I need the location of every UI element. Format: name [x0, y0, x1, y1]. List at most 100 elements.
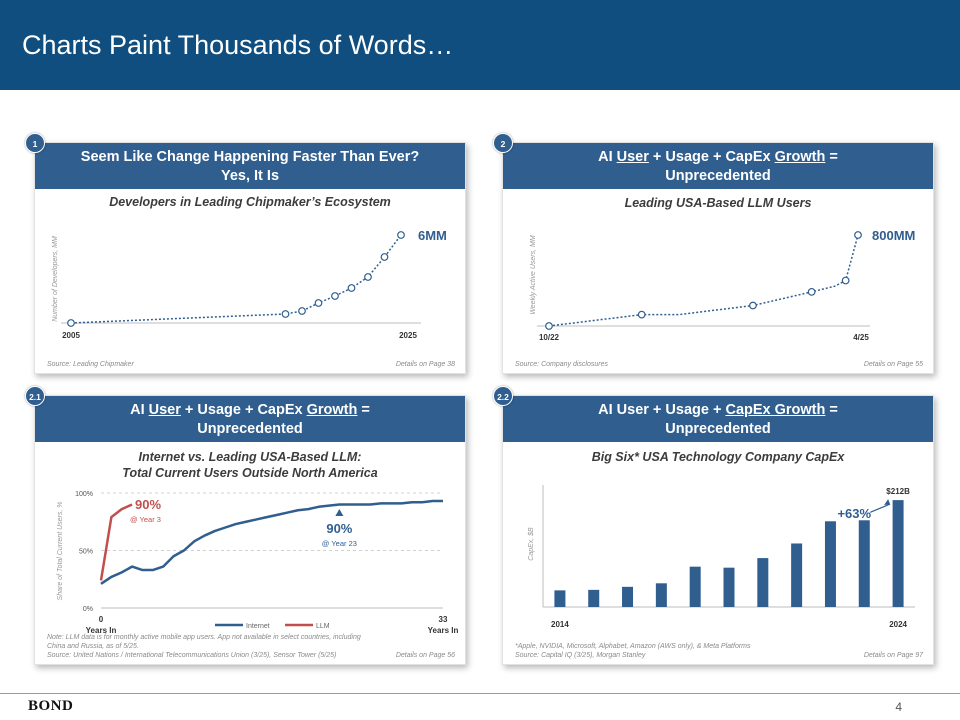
panel-1-source: Source: Leading Chipmaker [47, 361, 134, 368]
developers-chart: Number of Developers, MM 2005 2025 6MM [52, 228, 447, 340]
x-tick-label: 2025 [399, 331, 417, 340]
panel-capex: AI User + Usage + CapEx Growth = Unprece… [502, 395, 934, 665]
data-point [364, 273, 372, 281]
panel-2-details[interactable]: Details on Page 55 [863, 361, 923, 368]
footer-divider [0, 693, 960, 694]
panel-1-subtitle: Developers in Leading Chipmaker’s Ecosys… [109, 195, 391, 209]
capex-bar [723, 567, 735, 607]
internet-series-line [100, 499, 443, 585]
panel-1-title: Seem Like Change Happening Faster Than E… [35, 143, 465, 189]
panel-4-badge: 2.2 [493, 386, 513, 406]
data-point [841, 276, 850, 285]
header-bar: Charts Paint Thousands of Words… [0, 0, 960, 90]
panel-1-details[interactable]: Details on Page 38 [395, 361, 455, 368]
panel-4-source: *Apple, NVIDIA, Microsoft, Alphabet, Ama… [515, 642, 751, 660]
y-tick-label: 100% [75, 491, 93, 498]
bar-value-label: $212B [886, 487, 910, 496]
x-axis-note: Years In [86, 626, 117, 635]
growth-arrow-line [870, 503, 891, 513]
panel-1-title-line2: Yes, It Is [220, 168, 280, 184]
panel-4-source-line: Source: Capital IQ (3/25), Morgan Stanle… [515, 652, 646, 659]
x-tick-label: 2005 [62, 331, 80, 340]
capex-bar [791, 543, 803, 607]
x-tick-label: 4/25 [853, 333, 869, 342]
internet-annotation-arrow [335, 509, 344, 516]
internet-vs-llm-chart: 0% 50% 100% Share of Total Current Users, %… [57, 491, 459, 635]
capex-bar [554, 590, 566, 607]
x-tick-label: 33 [439, 615, 448, 624]
capex-bar [892, 500, 904, 607]
capex-bar [757, 558, 769, 607]
llm-series-line [99, 503, 133, 581]
x-tick-label: 0 [99, 615, 104, 624]
data-point [67, 319, 75, 327]
panel-3-note-line2: China and Russia, as of 5/25. [47, 643, 139, 650]
capex-bar [689, 566, 701, 607]
panel-3-badge: 2.1 [25, 386, 45, 406]
panel-3-note-line1: Note: LLM data is for monthly active mob… [47, 634, 361, 641]
capex-bar [588, 589, 600, 607]
panel-1-badge: 1 [25, 133, 45, 153]
y-tick-label: 50% [79, 549, 93, 556]
data-point [807, 287, 816, 296]
y-axis-label: Share of Total Current Users, % [57, 502, 64, 601]
panel-developers: Seem Like Change Happening Faster Than E… [34, 142, 466, 374]
capex-chart: CapEx, $B 2014 2024 $212B +63% [528, 485, 915, 629]
x-tick-label: 2014 [551, 620, 569, 629]
data-point [314, 299, 323, 307]
y-tick-label: 0% [83, 606, 93, 613]
capex-bar [655, 583, 667, 607]
capex-bar [858, 520, 870, 607]
internet-annotation-value: 90% [326, 521, 352, 536]
x-tick-label: 2024 [889, 620, 907, 629]
panel-4-title-line1: AI User + Usage + CapEx Growth = [598, 402, 838, 418]
panel-4-details[interactable]: Details on Page 97 [863, 652, 923, 659]
panel-2-badge: 2 [493, 133, 513, 153]
capex-bar [622, 586, 634, 607]
legend-internet-label: Internet [246, 623, 270, 630]
panel-2-title-line1: AI User + Usage + CapEx Growth = [598, 149, 838, 165]
data-point [749, 301, 757, 310]
data-point [637, 310, 646, 319]
llm-annotation-sub: @ Year 3 [130, 515, 161, 524]
panel-3-source-line: Source: United Nations / International T… [47, 652, 337, 659]
panel-4-title-line2: Unprecedented [665, 421, 771, 437]
panel-2-title-line2: Unprecedented [665, 168, 771, 184]
x-tick-label: 10/22 [539, 333, 560, 342]
panel-1-title-line1: Seem Like Change Happening Faster Than E… [80, 149, 420, 165]
developers-series-line [70, 234, 402, 324]
data-point [281, 310, 290, 318]
panel-4-note-line: *Apple, NVIDIA, Microsoft, Alphabet, Ama… [515, 643, 751, 650]
end-value-label: 800MM [872, 228, 915, 243]
panel-4-title: AI User + Usage + CapEx Growth = Unprece… [503, 396, 933, 442]
data-point [298, 307, 306, 315]
page-title: Charts Paint Thousands of Words… [22, 30, 454, 60]
panel-3-source: Note: LLM data is for monthly active mob… [47, 633, 361, 660]
growth-arrow-head [884, 499, 891, 506]
panel-2-title: AI User + Usage + CapEx Growth = Unprece… [503, 143, 933, 189]
panel-2-subtitle: Leading USA-Based LLM Users [624, 196, 812, 210]
panel-3-title-line2: Unprecedented [197, 421, 303, 437]
panel-3-title-line1: AI User + Usage + CapEx Growth = [130, 402, 370, 418]
data-point [331, 292, 339, 300]
panel-3-subtitle-line1: Internet vs. Leading USA-Based LLM: [138, 450, 362, 464]
panel-internet-vs-llm: AI User + Usage + CapEx Growth = Unprece… [34, 395, 466, 665]
data-point [545, 322, 553, 330]
end-value-label: 6MM [418, 228, 447, 243]
llm-users-series-line [548, 234, 859, 327]
data-point [397, 231, 405, 239]
llm-annotation-value: 90% [135, 497, 161, 512]
data-point [347, 284, 356, 292]
growth-label: +63% [837, 506, 871, 521]
panel-3-subtitle-line2: Total Current Users Outside North Americ… [122, 466, 378, 480]
x-axis-note: Years In [428, 626, 459, 635]
data-point [854, 231, 862, 239]
page-number: 4 [895, 700, 902, 714]
y-axis-label: CapEx, $B [528, 527, 535, 561]
capex-bar [824, 521, 836, 607]
panel-3-subtitle: Internet vs. Leading USA-Based LLM: Tota… [35, 449, 465, 481]
panel-3-details[interactable]: Details on Page 56 [395, 652, 455, 659]
legend-llm-label: LLM [316, 623, 330, 630]
data-point [380, 253, 389, 261]
y-axis-label: Number of Developers, MM [52, 236, 59, 322]
